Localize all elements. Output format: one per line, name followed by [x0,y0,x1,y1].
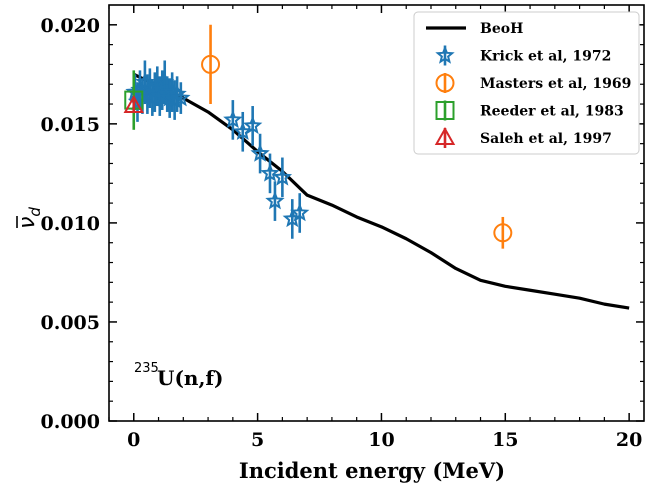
x-tick-label: 0 [127,429,140,451]
legend-entry-beoh: BeoH [426,21,523,37]
point-saleh-et-al-1997 [123,95,144,114]
point-masters-et-al-1969 [201,54,221,74]
series-masters-et-al-1969 [201,24,513,249]
x-tick-label: 20 [616,429,642,451]
y-axis-title-base: νd [15,207,44,229]
reaction-annotation: 235 U(n,f) [134,361,223,390]
line-beoh [133,72,630,310]
point-krick-et-al-1972 [272,167,293,186]
point-krick-et-al-1972 [265,190,285,210]
x-tick-label: 5 [251,429,264,451]
y-axis-symbol: ν [15,217,40,229]
legend-entry-saleh-et-al-1997: Saleh et al, 1997 [434,126,612,148]
series-saleh-et-al-1997 [123,95,144,114]
y-axis-subscript: d [26,207,44,217]
point-krick-et-al-1972 [223,109,243,129]
legend-handle-marker [434,126,456,145]
series-beoh [133,72,630,310]
point-krick-et-al-1972 [171,87,191,107]
legend-label: Masters et al, 1969 [480,76,631,92]
legend-handle-marker [435,45,455,64]
y-tick-label: 0.005 [41,312,101,334]
y-tick-label: 0.000 [41,411,101,433]
legend-entry-krick-et-al-1972: Krick et al, 1972 [435,45,611,66]
x-tick-label: 10 [368,429,394,451]
legend-label: Saleh et al, 1997 [480,131,612,147]
point-krick-et-al-1972 [260,163,280,182]
legend-entry-masters-et-al-1969: Masters et al, 1969 [435,73,631,93]
point-masters-et-al-1969 [493,223,513,243]
point-krick-et-al-1972 [290,202,310,222]
x-tick-label: 15 [492,429,518,451]
y-tick-label: 0.015 [41,114,101,136]
annotation-mass-number: 235 [134,361,159,376]
y-tick-label: 0.010 [41,213,101,235]
legend: BeoH Krick et al, 1972 Masters et al, 1969… [413,11,640,155]
point-krick-et-al-1972 [242,115,263,135]
x-axis-title: Incident energy (MeV) [239,458,505,483]
plot-frame [108,4,645,422]
legend-entry-reeder-et-al-1983: Reeder et al, 1983 [435,100,624,121]
plot-layer [123,24,630,310]
annotation-reaction: U(n,f) [157,366,223,390]
y-tick-label: 0.020 [41,15,101,37]
axes-layer: 0 5 10 15 20 0.000 0.005 0.010 0.015 0.020 [41,4,645,451]
legend-label: BeoH [480,21,523,37]
series-krick-et-al-1972 [125,60,310,239]
y-axis-title: νd [15,207,44,229]
legend-frame [413,11,640,155]
legend-label: Krick et al, 1972 [480,49,611,65]
legend-handle-marker [435,73,455,93]
point-krick-et-al-1972 [250,143,270,162]
legend-handle-marker [435,101,455,120]
legend-label: Reeder et al, 1983 [480,104,624,120]
